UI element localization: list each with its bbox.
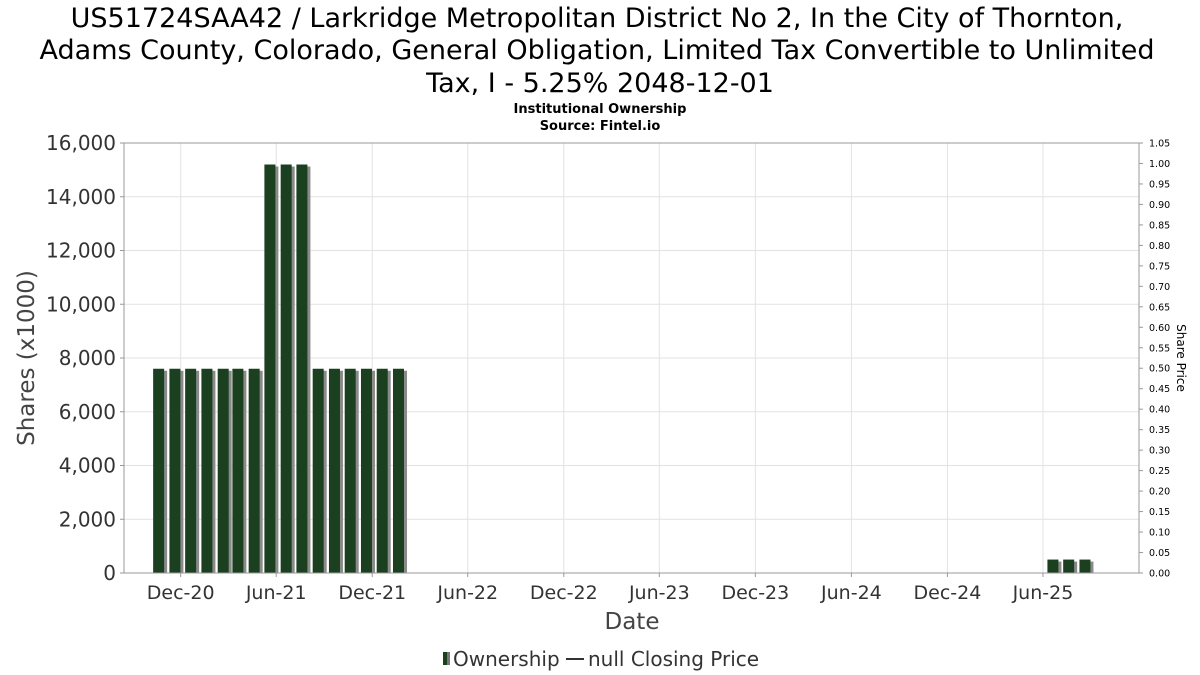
y2-tick-label: 0.05	[1149, 548, 1170, 559]
y2-tick-label: 0.75	[1149, 261, 1170, 272]
y-tick-label: 6,000	[59, 400, 116, 424]
ownership-bar	[248, 368, 260, 573]
y-tick-label: 0	[103, 561, 116, 585]
y2-tick-label: 1.05	[1149, 139, 1170, 150]
y2-tick-label: 0.20	[1149, 487, 1170, 498]
chart-title-line-1: US51724SAA42 / Larkridge Metropolitan Di…	[71, 3, 1124, 34]
ownership-bar	[376, 368, 388, 573]
y2-tick-label: 0.15	[1149, 507, 1170, 518]
y2-tick-label: 0.30	[1149, 446, 1170, 457]
y2-axis-ticks: 0.00 0.05 0.10 0.15 0.20 0.25 0.30 0.35 0.40 0.45…	[1139, 139, 1170, 580]
y-axis-label: Shares (x1000)	[14, 270, 40, 446]
ownership-bar	[1063, 559, 1075, 573]
y-tick-label: 14,000	[46, 185, 116, 209]
chart-title-line-2: Adams County, Colorado, General Obligati…	[40, 35, 1155, 66]
ownership-bar	[185, 368, 197, 573]
chart-subtitle-line-1: Institutional Ownership	[514, 102, 687, 117]
legend-ownership-label: Ownership	[453, 647, 560, 671]
ownership-bar	[232, 368, 244, 573]
ownership-bar	[392, 368, 404, 573]
y-tick-label: 8,000	[59, 346, 116, 370]
x-tick-label: Jun-25	[1012, 582, 1074, 604]
y-tick-label: 2,000	[59, 507, 116, 531]
ownership-bar	[1079, 559, 1091, 573]
x-tick-label: Jun-21	[245, 582, 307, 604]
chart-title-line-3: Tax, I - 5.25% 2048-12-01	[425, 68, 774, 99]
y2-tick-label: 0.00	[1149, 569, 1170, 580]
ownership-bar	[1047, 559, 1059, 573]
x-tick-label: Dec-22	[530, 582, 598, 604]
x-tick-label: Jun-24	[820, 582, 882, 604]
x-axis-ticks: Dec-20 Jun-21 Dec-21 Jun-22 Dec-22 Jun-23 Dec-…	[147, 573, 1074, 604]
ownership-bar	[280, 164, 292, 573]
y2-tick-label: 0.40	[1149, 405, 1170, 416]
x-tick-label: Dec-23	[721, 582, 789, 604]
y2-tick-label: 0.55	[1149, 343, 1170, 354]
y2-tick-label: 0.50	[1149, 364, 1170, 375]
x-tick-label: Dec-24	[914, 582, 982, 604]
y-tick-label: 16,000	[46, 131, 116, 155]
y2-tick-label: 0.70	[1149, 282, 1170, 293]
x-tick-label: Dec-21	[338, 582, 406, 604]
y2-tick-label: 0.85	[1149, 220, 1170, 231]
ownership-bar	[169, 368, 181, 573]
ownership-bar	[360, 368, 372, 573]
y-tick-label: 10,000	[46, 292, 116, 316]
y2-tick-label: 0.35	[1149, 425, 1170, 436]
y2-tick-label: 0.60	[1149, 323, 1170, 334]
y2-tick-label: 0.25	[1149, 466, 1170, 477]
legend-ownership-swatch	[443, 652, 449, 665]
legend-ownership-swatch-shadow	[447, 652, 450, 665]
legend: Ownership null Closing Price	[443, 647, 759, 671]
y-axis-ticks: 0 2,000 4,000 6,000 8,000 10,000 12,000 14,000 1…	[46, 131, 124, 585]
ownership-bar	[312, 368, 324, 573]
legend-price-label: null Closing Price	[588, 647, 759, 671]
x-axis-label: Date	[605, 609, 660, 635]
y2-tick-label: 0.10	[1149, 528, 1170, 539]
y2-tick-label: 0.90	[1149, 200, 1170, 211]
ownership-bar	[344, 368, 356, 573]
y2-tick-label: 1.00	[1149, 159, 1170, 170]
ownership-bar	[296, 164, 308, 573]
ownership-bar	[153, 368, 165, 573]
ownership-bar	[201, 368, 213, 573]
y-tick-label: 4,000	[59, 454, 116, 478]
ownership-bar	[217, 368, 229, 573]
x-tick-label: Dec-20	[147, 582, 215, 604]
y2-tick-label: 0.80	[1149, 241, 1170, 252]
y-tick-label: 12,000	[46, 239, 116, 263]
y2-tick-label: 0.65	[1149, 302, 1170, 313]
y2-axis-label: Share Price	[1174, 324, 1188, 392]
ownership-bar	[328, 368, 340, 573]
chart-subtitle-line-2: Source: Fintel.io	[540, 119, 661, 134]
y2-tick-label: 0.95	[1149, 179, 1170, 190]
y2-tick-label: 0.45	[1149, 384, 1170, 395]
ownership-bar	[264, 164, 276, 573]
x-tick-label: Jun-22	[436, 582, 498, 604]
ownership-bars	[153, 164, 1094, 573]
x-tick-label: Jun-23	[628, 582, 690, 604]
